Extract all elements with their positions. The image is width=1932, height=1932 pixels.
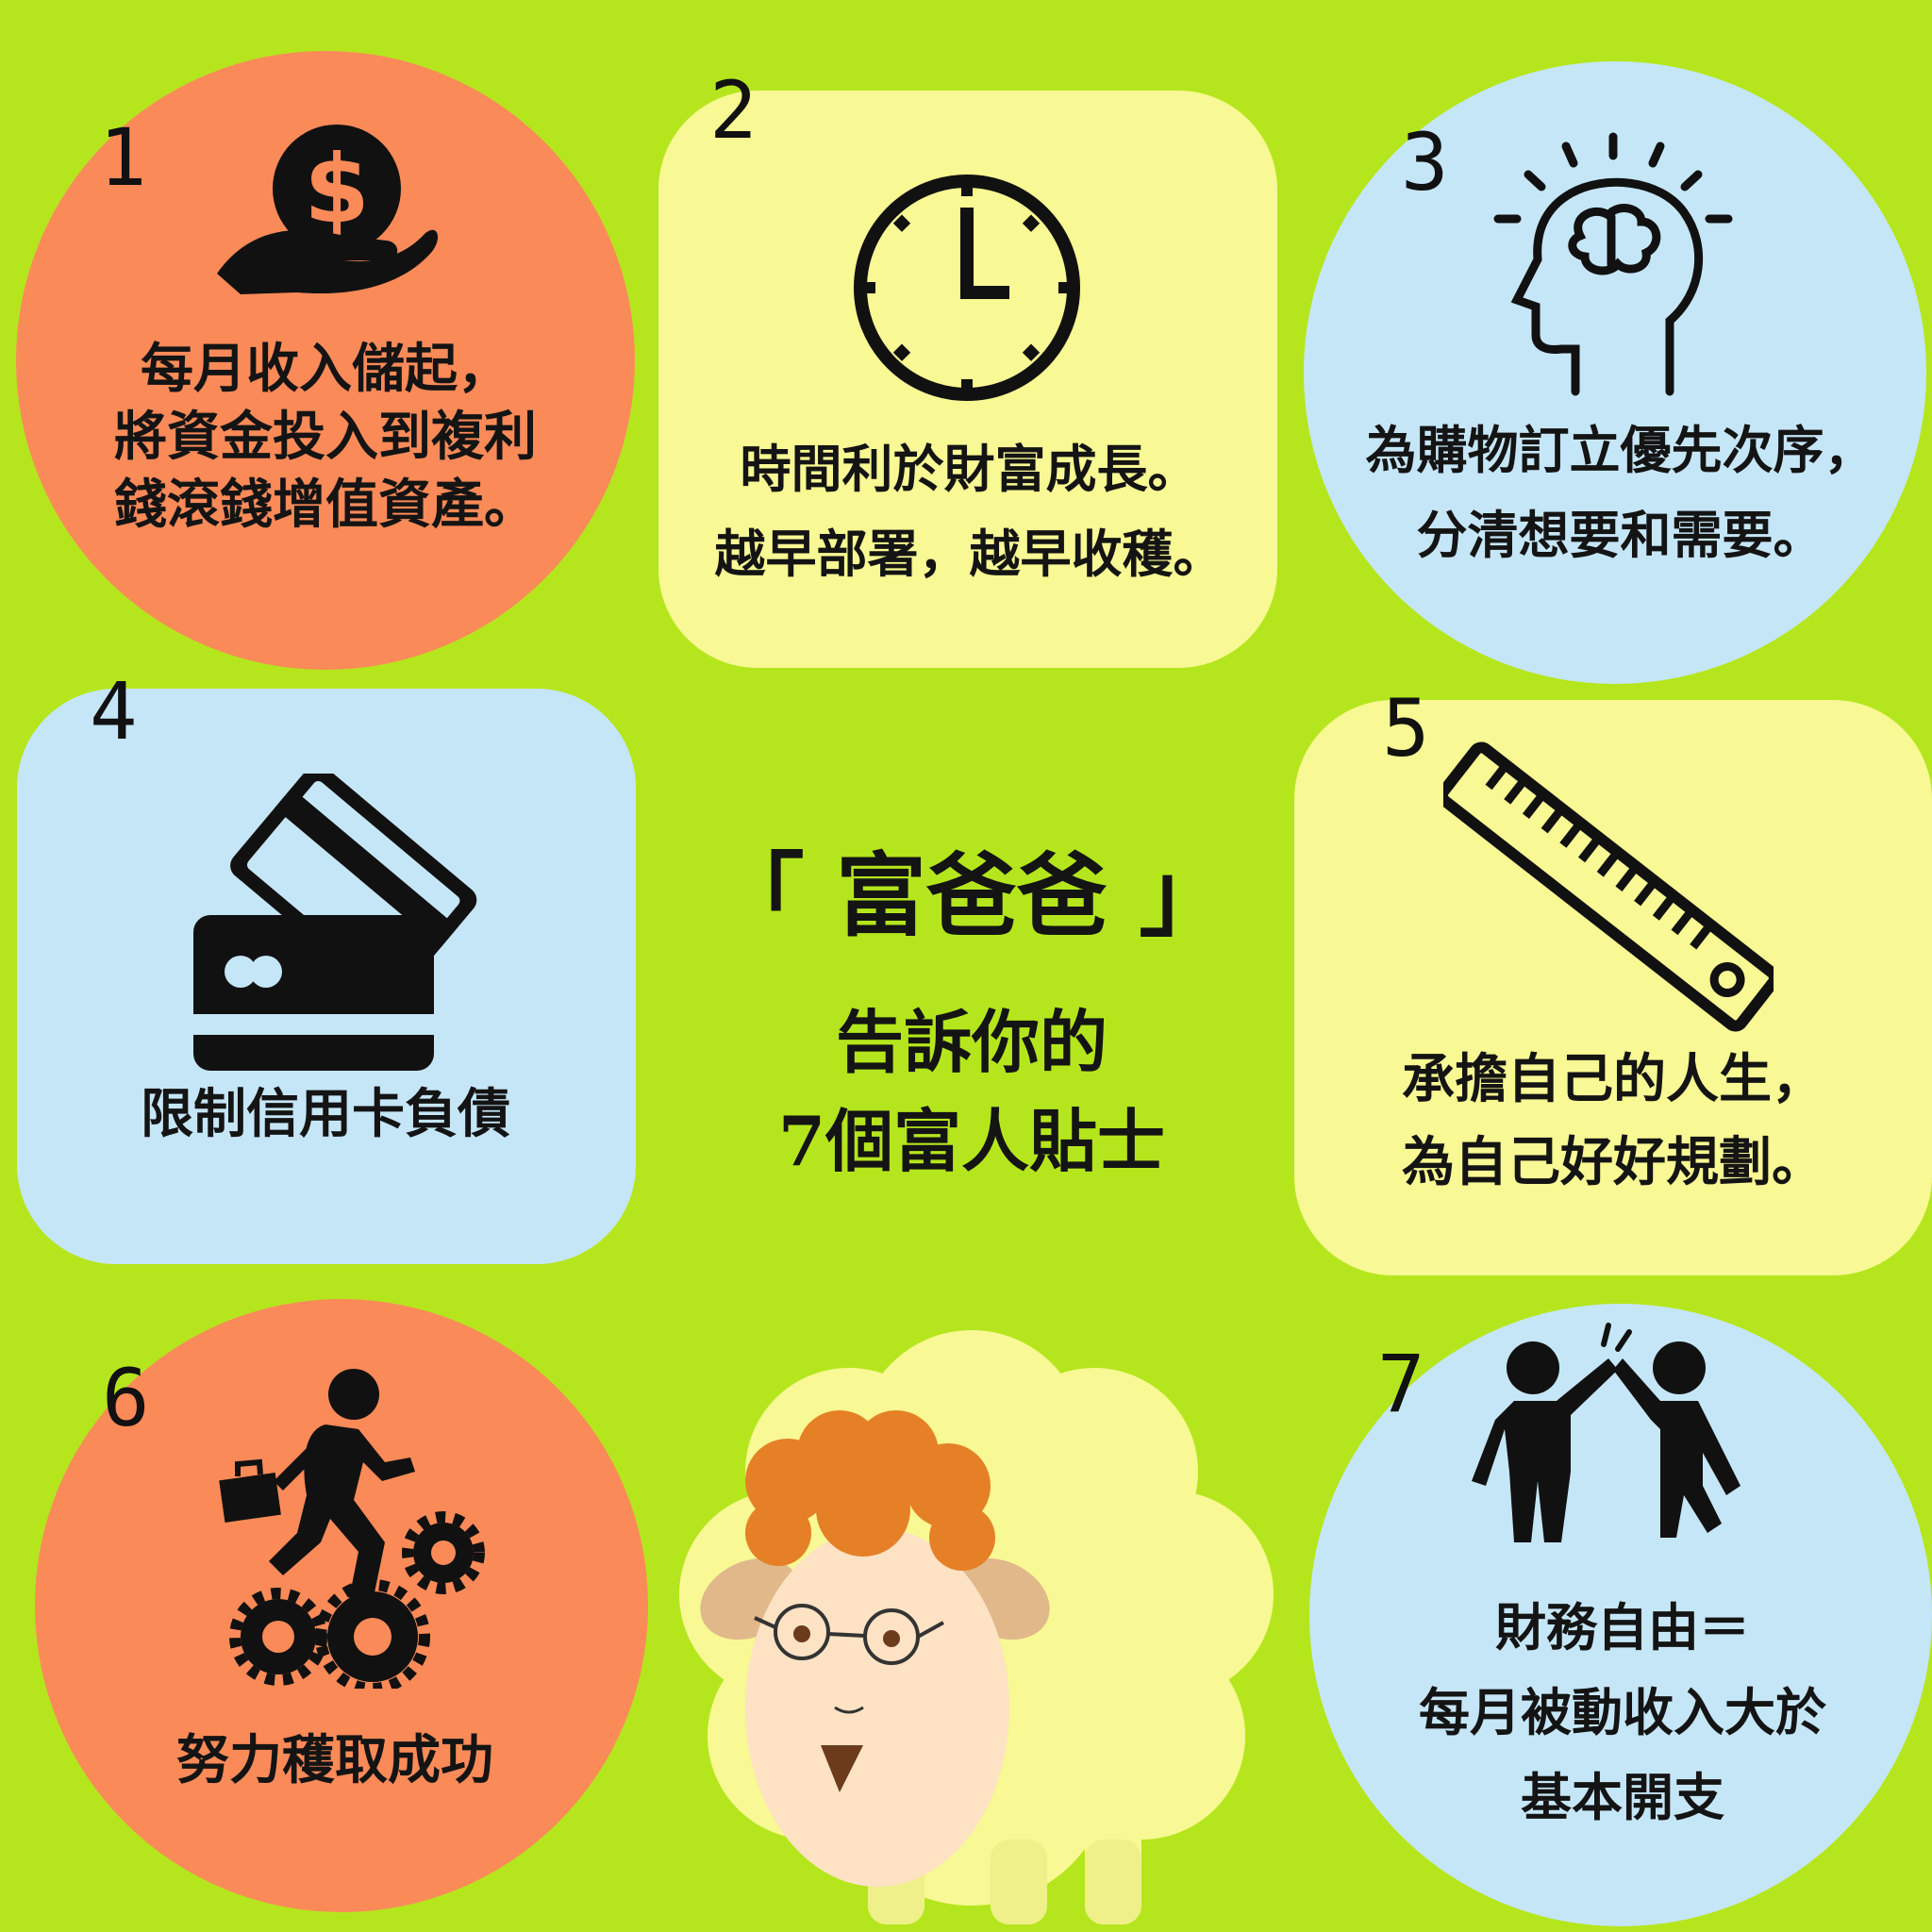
tip-4-text: 限制信用卡負債	[38, 1080, 613, 1148]
tip-3-background	[1304, 61, 1926, 684]
sheep-icon	[679, 1330, 1274, 1924]
brain-head-icon	[1493, 132, 1733, 396]
tip-1-line-3: 錢滾錢增值資產。	[114, 474, 537, 536]
tip-4-line-1: 限制信用卡負債	[141, 1083, 510, 1145]
tip-7-line-2: 每月被動收入大於	[1419, 1682, 1826, 1742]
high-five-icon	[1472, 1323, 1740, 1542]
tip-1-text: 每月收入儲起， 將資金投入到複利 錢滾錢增值資產。	[66, 335, 585, 539]
tip-7-number: 7	[1377, 1338, 1425, 1430]
tip-3-text: 為購物訂立優先次序， 分清想要和需要。	[1311, 408, 1929, 577]
tip-1-background	[16, 51, 635, 670]
tip-3-number: 3	[1401, 116, 1449, 208]
clock-icon	[854, 175, 1080, 401]
tip-7-line-1: 財務自由＝	[1495, 1597, 1750, 1657]
money-in-hand-icon: $	[217, 125, 439, 294]
tip-7-line-3: 基本開支	[1521, 1767, 1724, 1827]
credit-cards-icon	[193, 774, 477, 1071]
tip-5-line-1: 承擔自己的人生，	[1402, 1048, 1824, 1110]
tip-2-text: 時間利於財富成長。 越早部署，越早收穫。	[665, 426, 1274, 596]
tip-5-line-2: 為自己好好規劃。	[1402, 1131, 1824, 1193]
tip-4-number: 4	[90, 665, 138, 758]
tip-2-number: 2	[709, 64, 758, 157]
subtitle-line-1: 告訴你的	[835, 1002, 1108, 1082]
tip-1-number: 1	[99, 111, 147, 204]
tip-3-line-1: 為購物訂立優先次序，	[1365, 420, 1875, 480]
tip-7-text: 財務自由＝ 每月被動收入大於 基本開支	[1321, 1585, 1924, 1840]
tip-5-text: 承擔自己的人生， 為自己好好規劃。	[1321, 1038, 1906, 1204]
tip-5-number: 5	[1382, 682, 1430, 774]
tip-7-background	[1309, 1304, 1932, 1926]
tip-6-number: 6	[102, 1352, 150, 1444]
tip-2-line-1: 時間利於財富成長。	[740, 439, 1199, 499]
tip-6-text: 努力穫取成功	[75, 1726, 594, 1794]
subtitle-line-2: 7個富人貼士	[777, 1101, 1166, 1181]
tip-6-line-1: 努力穫取成功	[176, 1729, 493, 1791]
ruler-icon	[1443, 741, 1774, 1032]
tip-1-line-2: 將資金投入到複利	[114, 406, 537, 468]
tip-2-line-2: 越早部署，越早收穫。	[714, 524, 1224, 584]
businessman-gears-icon	[219, 1369, 485, 1689]
tip-1-line-1: 每月收入儲起，	[141, 338, 510, 400]
tip-5-background	[1294, 700, 1932, 1275]
svg-text:$: $	[304, 134, 370, 244]
tip-3-line-2: 分清想要和需要。	[1416, 505, 1824, 565]
main-title: 「 富爸爸 」	[713, 842, 1230, 949]
